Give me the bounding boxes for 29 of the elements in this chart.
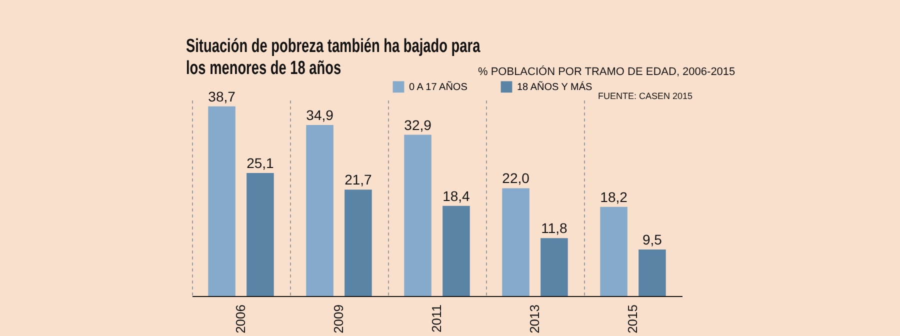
data-label: 25,1	[246, 155, 274, 172]
bar	[502, 188, 530, 296]
bar	[442, 206, 470, 296]
bar	[344, 190, 372, 296]
data-label: 18,2	[600, 188, 628, 205]
x-tick-label: 2009	[331, 304, 346, 334]
bar	[246, 173, 274, 296]
data-label: 32,9	[404, 116, 432, 133]
bar	[208, 106, 236, 296]
bar	[600, 206, 628, 296]
legend-label: 0 A 17 AÑOS	[409, 80, 468, 93]
source-note: FUENTE: CASEN 2015	[598, 91, 693, 101]
x-tick-label: 2015	[625, 304, 640, 334]
data-label: 9,5	[642, 231, 662, 248]
x-tick-label: 2006	[233, 304, 248, 334]
data-label: 18,4	[442, 188, 470, 204]
x-tick-label: 2011	[429, 304, 444, 332]
x-tick-label: 2013	[527, 304, 542, 334]
bar	[404, 134, 432, 296]
bar	[638, 249, 666, 296]
bar	[306, 124, 334, 296]
data-label: 38,7	[208, 88, 236, 104]
bar	[540, 238, 568, 296]
data-label: 34,9	[306, 106, 334, 123]
data-label: 21,7	[344, 172, 372, 188]
legend-label: 18 AÑOS Y MÁS	[517, 80, 593, 93]
data-label: 22,0	[502, 170, 530, 186]
chart-subtitle: % POBLACIÓN POR TRAMO DE EDAD, 2006-2015	[478, 66, 736, 78]
data-label: 11,8	[541, 220, 568, 236]
